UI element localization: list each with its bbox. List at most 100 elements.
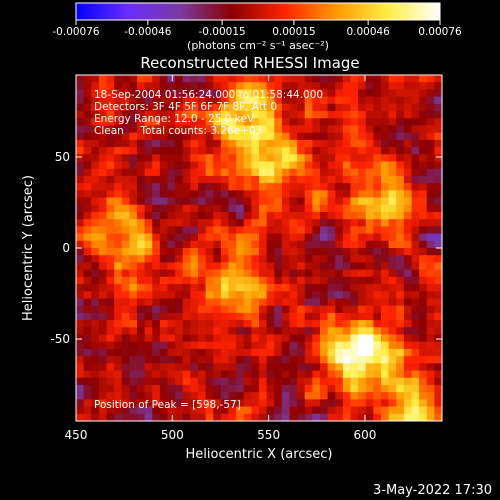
heatmap-cell [152,291,161,299]
heatmap-cell [342,255,351,263]
heatmap-cell [236,226,245,234]
heatmap-cell [335,406,344,415]
heatmap-cell [106,305,115,314]
heatmap-cell [350,248,359,256]
heatmap-cell [426,204,435,213]
heatmap-cell [198,276,207,285]
heatmap-cell [266,175,275,184]
heatmap-cell [381,284,390,292]
heatmap-cell [403,320,412,328]
heatmap-cell [388,132,397,141]
heatmap-cell [312,147,321,155]
heatmap-cell [335,139,344,148]
heatmap-cell [129,377,138,386]
heatmap-cell [297,320,306,328]
heatmap-cell [388,384,397,393]
heatmap-cell [121,248,130,256]
heatmap-cell [236,118,245,126]
heatmap-cell [251,75,260,83]
heatmap-cell [411,298,420,307]
heatmap-cell [297,327,306,335]
heatmap-cell [91,377,100,386]
heatmap-cell [129,334,138,343]
heatmap-cell [236,248,245,256]
heatmap-cell [251,139,260,148]
heatmap-cell [327,305,336,314]
heatmap-cell [388,233,397,242]
heatmap-cell [220,399,229,407]
heatmap-cell [312,111,321,119]
heatmap-cell [342,312,351,321]
heatmap-cell [396,399,405,407]
heatmap-cell [228,348,237,357]
heatmap-cell [144,248,153,256]
colorbar-tick-label: 0.00015 [272,26,315,38]
heatmap-cell [259,125,268,134]
heatmap-cell [236,356,245,364]
heatmap-cell [365,363,374,371]
heatmap-cell [121,399,130,407]
heatmap-cell [426,377,435,386]
heatmap-cell [152,384,161,393]
heatmap-cell [137,139,146,148]
annotation-time-range: 18-Sep-2004 01:56:24.000 to 01:58:44.000 [94,89,323,101]
heatmap-cell [403,370,412,379]
heatmap-cell [419,356,428,364]
heatmap-cell [152,370,161,379]
heatmap-cell [274,269,283,278]
heatmap-cell [205,298,214,307]
heatmap-cell [304,406,313,415]
heatmap-cell [312,154,321,162]
heatmap-cell [129,370,138,379]
heatmap-cell [426,139,435,148]
heatmap-cell [365,341,374,350]
heatmap-cell [373,377,382,386]
heatmap-cell [137,276,146,285]
heatmap-cell [274,139,283,148]
heatmap-cell [358,240,367,249]
heatmap-cell [365,399,374,407]
heatmap-cell [91,399,100,407]
heatmap-cell [91,125,100,134]
heatmap-cell [358,327,367,335]
heatmap-cell [426,183,435,191]
heatmap-cell [190,103,199,112]
heatmap-cell [220,413,229,421]
heatmap-cell [152,175,161,184]
heatmap-cell [335,240,344,249]
heatmap-cell [205,363,214,371]
heatmap-cell [365,75,374,83]
heatmap-cell [381,406,390,415]
heatmap-cell [137,392,146,400]
heatmap-cell [373,139,382,148]
heatmap-cell [152,147,161,155]
heatmap-cell [251,255,260,263]
heatmap-cell [281,262,290,271]
heatmap-cell [114,305,123,314]
heatmap-cell [373,219,382,227]
heatmap-cell [373,384,382,393]
heatmap-cell [381,125,390,134]
heatmap-cell [426,96,435,105]
heatmap-cell [289,219,298,227]
heatmap-cell [342,334,351,343]
heatmap-cell [243,161,252,170]
heatmap-cell [434,413,442,421]
heatmap-cell [266,276,275,285]
heatmap-cell [281,298,290,307]
heatmap-cell [159,276,168,285]
heatmap-cell [91,175,100,184]
heatmap-cell [236,75,245,83]
heatmap-cell [159,363,168,371]
heatmap-cell [403,175,412,184]
heatmap-cell [388,154,397,162]
heatmap-cell [335,89,344,98]
heatmap-cell [434,139,442,148]
heatmap-cell [373,103,382,112]
heatmap-cell [297,96,306,105]
heatmap-cell [281,284,290,292]
heatmap-cell [426,320,435,328]
heatmap-cell [91,284,100,292]
heatmap-cell [434,363,442,371]
heatmap-cell [289,406,298,415]
